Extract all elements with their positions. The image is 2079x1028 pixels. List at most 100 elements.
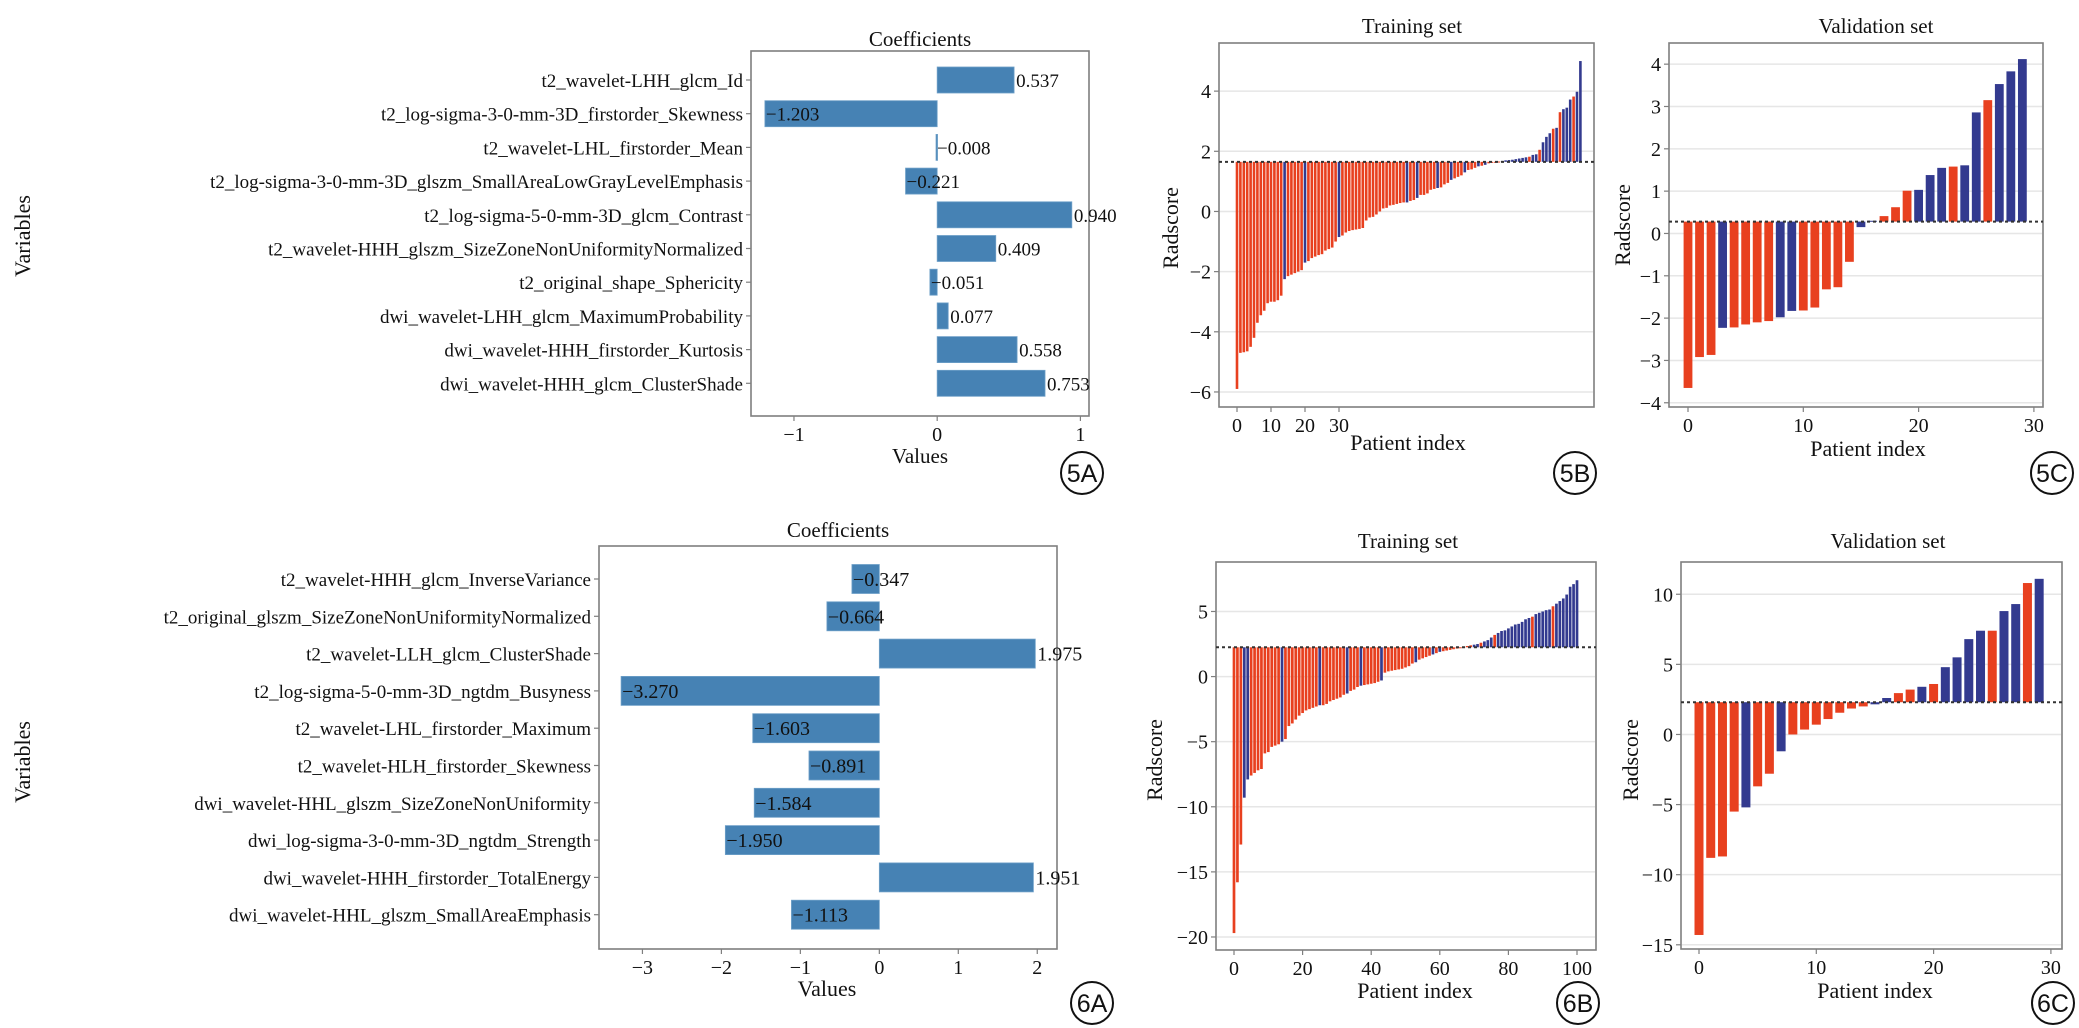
bar xyxy=(1296,161,1300,272)
x-tick-label: 0 xyxy=(1229,958,1239,980)
bar xyxy=(1328,647,1332,702)
bar xyxy=(1266,647,1270,753)
bar xyxy=(1431,647,1435,655)
bar xyxy=(1439,161,1443,188)
bar xyxy=(1426,161,1429,194)
bar xyxy=(1823,702,1833,720)
bar xyxy=(1393,647,1397,671)
bar xyxy=(1276,161,1280,301)
bar xyxy=(1521,157,1524,162)
bar xyxy=(1412,161,1416,201)
bar xyxy=(1940,667,1950,703)
bar xyxy=(1432,161,1436,189)
bar xyxy=(1415,161,1419,198)
bar xyxy=(1718,221,1727,328)
bar xyxy=(1376,647,1380,682)
bar xyxy=(1964,639,1974,703)
bar xyxy=(1308,647,1311,710)
data-label: 1.975 xyxy=(1037,644,1082,666)
bar xyxy=(1511,159,1514,162)
bar xyxy=(1821,221,1831,290)
bar xyxy=(1572,96,1575,162)
chart-title: Training set xyxy=(1362,14,1462,38)
bar xyxy=(1489,637,1493,648)
bar xyxy=(1776,702,1786,752)
panel-label-5c: 5C xyxy=(2030,451,2074,495)
bar xyxy=(1397,647,1400,670)
bar xyxy=(1893,693,1903,703)
bar xyxy=(1293,161,1297,274)
x-tick-label: 20 xyxy=(1924,957,1944,979)
bar xyxy=(1392,161,1395,205)
bar xyxy=(1534,154,1538,162)
bar xyxy=(1465,645,1469,648)
bar xyxy=(1520,621,1524,648)
bar xyxy=(1752,221,1762,323)
bar xyxy=(826,601,880,632)
bar xyxy=(1359,647,1363,686)
bar xyxy=(1811,702,1821,725)
bar xyxy=(1424,647,1428,658)
bar xyxy=(1568,586,1572,648)
bar xyxy=(1428,647,1431,656)
data-label: −1.203 xyxy=(766,105,819,126)
bar xyxy=(1555,127,1558,162)
bar xyxy=(1335,647,1339,699)
bar xyxy=(1294,647,1298,720)
bar xyxy=(1531,154,1535,162)
x-tick-label: 10 xyxy=(1793,415,1813,437)
panel-label-text: 5B xyxy=(1560,460,1591,488)
bar xyxy=(1513,624,1517,648)
bar xyxy=(1317,161,1320,256)
y-tick-label: 2 xyxy=(1201,141,1211,163)
bar xyxy=(1833,221,1843,288)
y-tick-label: t2_wavelet-LHL_firstorder_Mean xyxy=(483,138,743,159)
bar xyxy=(905,167,938,195)
bar xyxy=(1741,221,1751,325)
bar xyxy=(1551,606,1555,648)
bar xyxy=(1463,161,1467,173)
bar xyxy=(1352,647,1356,690)
bar xyxy=(1527,617,1531,648)
bar xyxy=(878,638,1036,669)
bar xyxy=(935,133,938,161)
y-tick-label: 4 xyxy=(1201,81,1211,103)
x-tick-label: 10 xyxy=(1806,957,1826,979)
y-tick-label: dwi_wavelet-HHH_glcm_ClusterShade xyxy=(440,374,743,395)
bar xyxy=(1914,189,1923,222)
data-label: −0.664 xyxy=(828,606,884,628)
y-tick-label: 5 xyxy=(1663,654,1673,676)
bar xyxy=(1260,647,1263,770)
bar xyxy=(1287,647,1291,727)
bar xyxy=(1385,161,1388,208)
panel-label-text: 6C xyxy=(2037,990,2069,1018)
bar xyxy=(1405,161,1409,203)
bar xyxy=(1476,644,1479,648)
bar xyxy=(1575,580,1579,648)
x-axis-label: Patient index xyxy=(1810,436,1925,461)
bar xyxy=(1453,161,1456,179)
bar xyxy=(1236,647,1239,883)
bar xyxy=(1466,161,1470,170)
bar xyxy=(1398,161,1402,204)
x-tick-label: 30 xyxy=(2024,415,2044,437)
bar xyxy=(1232,647,1236,934)
bar xyxy=(1882,698,1892,703)
x-tick-label: −3 xyxy=(632,957,653,979)
bar xyxy=(1565,594,1569,648)
bar xyxy=(1517,158,1521,162)
bar xyxy=(1351,161,1354,231)
bar xyxy=(1994,84,2004,222)
bar xyxy=(1341,161,1344,236)
bar xyxy=(1441,647,1445,652)
x-tick-label: 1 xyxy=(953,957,963,979)
x-axis-label: Patient index xyxy=(1817,978,1932,1003)
data-label: −0.221 xyxy=(907,172,960,193)
bar xyxy=(1449,161,1453,180)
x-tick-label: 0 xyxy=(1694,957,1704,979)
bar xyxy=(1999,611,2009,703)
bar xyxy=(1846,702,1856,709)
bar xyxy=(1337,161,1341,238)
bar xyxy=(1249,647,1253,776)
y-tick-label: 2 xyxy=(1651,139,1661,161)
